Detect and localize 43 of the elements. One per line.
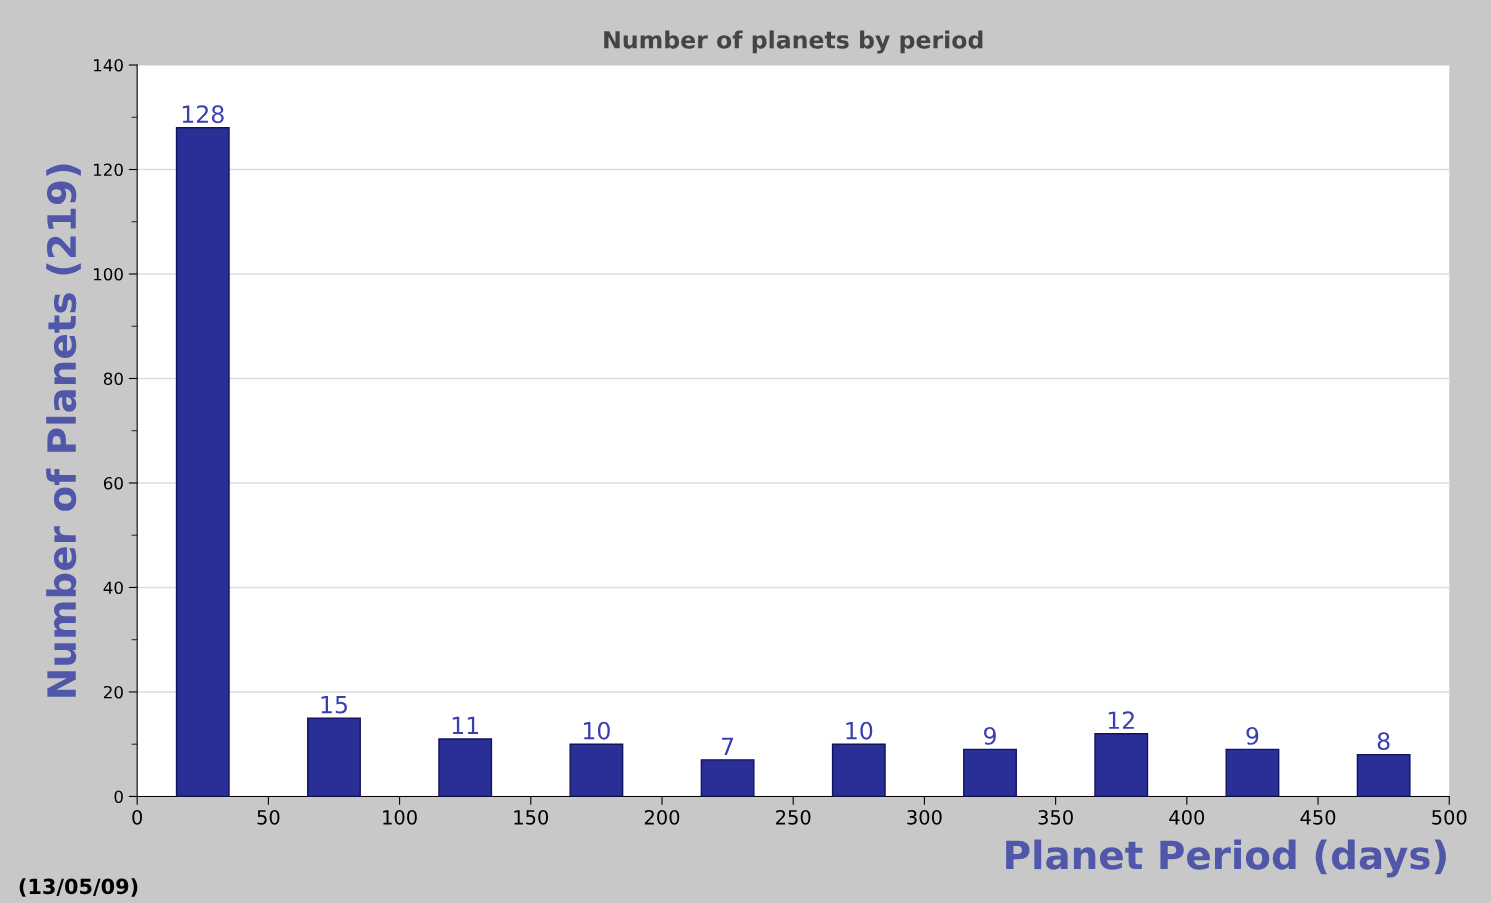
bar (963, 748, 1017, 797)
x-tick-label: 450 (1300, 809, 1336, 825)
y-tick-label: 80 (103, 372, 123, 386)
bar (1225, 748, 1280, 797)
x-axis-title: Planet Period (days) (1006, 839, 1446, 878)
data-label: 12 (1108, 711, 1134, 729)
data-label: 128 (182, 105, 224, 124)
x-tick-label: 400 (1169, 809, 1205, 825)
y-tick-label: 40 (103, 581, 123, 595)
y-tick-label: 20 (103, 685, 123, 699)
x-tick-label: 250 (776, 809, 811, 825)
x-tick-label: 500 (1432, 809, 1467, 825)
data-label: 8 (1377, 732, 1390, 751)
bar (831, 743, 886, 797)
data-label: 7 (722, 737, 734, 755)
x-tick-label: 200 (644, 809, 680, 825)
y-tick-label: 140 (94, 58, 123, 72)
y-tick-label: 0 (114, 790, 123, 804)
bar (700, 759, 755, 797)
bar (1356, 753, 1411, 797)
bar (307, 717, 361, 797)
x-tick-label: 150 (514, 809, 549, 825)
data-label: 9 (1246, 726, 1259, 745)
x-tick-label: 100 (383, 809, 417, 825)
data-label: 15 (321, 695, 347, 714)
data-label: 10 (846, 721, 873, 740)
text: (13/05/09) (19, 878, 138, 897)
y-tick-label: 100 (94, 267, 123, 281)
data-label: 11 (452, 716, 479, 735)
x-tick-label: 300 (907, 809, 942, 825)
y-tick-label: 60 (103, 476, 123, 490)
bar (569, 743, 624, 797)
chart-title: Number of planets by period (604, 30, 983, 54)
data-label: 9 (984, 726, 996, 745)
bar (175, 127, 230, 797)
x-tick-label: 0 (132, 809, 143, 825)
bar (1094, 733, 1149, 797)
data-label: 10 (583, 721, 610, 740)
y-axis-title: Number of Planets (219) (46, 164, 81, 697)
bar (438, 738, 493, 797)
x-tick-label: 350 (1038, 809, 1073, 825)
x-tick-label: 50 (257, 809, 280, 825)
y-tick-label: 120 (94, 163, 123, 177)
